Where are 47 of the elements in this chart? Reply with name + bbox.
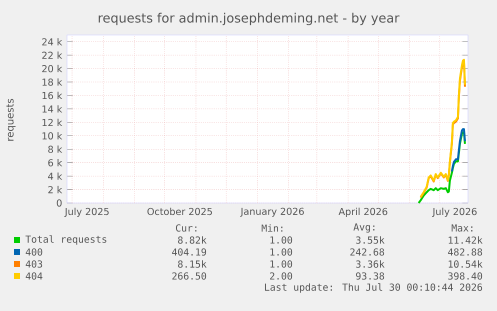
legend-label: 400 <box>26 248 42 256</box>
x-tick-label: April 2026 <box>338 208 388 217</box>
text: 482.88 <box>448 248 482 256</box>
text: Min: <box>262 224 282 232</box>
y-tick-label: 16 k <box>42 92 62 100</box>
text: Max: <box>452 224 472 232</box>
y-axis-title: requests <box>6 98 16 141</box>
text: 266.50 <box>172 272 206 280</box>
y-tick-label: 14 k <box>42 105 62 113</box>
text: 1.00 <box>270 248 292 256</box>
y-tick-label: 18 k <box>42 78 62 86</box>
legend-label: 403 <box>26 260 42 268</box>
text: 8.82k <box>178 236 207 244</box>
text: 8.15k <box>178 260 207 268</box>
text: Avg: <box>353 223 374 233</box>
y-tick-label: 24 k <box>42 38 62 46</box>
line-series <box>418 131 466 204</box>
x-tick-label: July 2025 <box>64 208 109 217</box>
y-tick-label: 12 k <box>42 118 62 126</box>
y-tick-label: 20 k <box>42 64 62 72</box>
x-tick-label: January 2026 <box>240 208 304 217</box>
text: 10.54k <box>448 260 483 268</box>
text: 398.40 <box>448 272 482 280</box>
chart-title: requests for admin.josephdeming.net - by year <box>98 12 400 26</box>
y-tick-label: 0 <box>56 199 62 207</box>
text: 93.38 <box>356 272 384 280</box>
legend-label: Total requests <box>26 235 106 245</box>
text: 242.68 <box>350 248 384 256</box>
text: Last update: Thu Jul 30 00:10:44 2026 <box>264 283 482 293</box>
text: 11.42k <box>448 236 483 244</box>
x-tick-label: October 2025 <box>147 208 212 216</box>
y-tick-label: 4 k <box>48 172 62 180</box>
text: 2.00 <box>270 272 292 280</box>
text: Cur: <box>176 224 196 232</box>
x-tick-label: July 2026 <box>432 208 477 217</box>
y-tick-label: 22 k <box>42 52 62 59</box>
text: 3.55k <box>356 236 385 244</box>
y-tick-label: 6 k <box>48 158 62 166</box>
text: 404.19 <box>172 248 206 256</box>
line-series <box>450 128 466 172</box>
text: 1.00 <box>270 236 292 244</box>
text: 3.36k <box>356 260 385 268</box>
legend-label: 404 <box>26 272 42 280</box>
y-tick-label: 10 k <box>42 132 62 140</box>
text: 1.00 <box>270 260 292 268</box>
y-tick-label: 8 k <box>48 146 62 153</box>
y-tick-label: 2 k <box>48 186 62 194</box>
